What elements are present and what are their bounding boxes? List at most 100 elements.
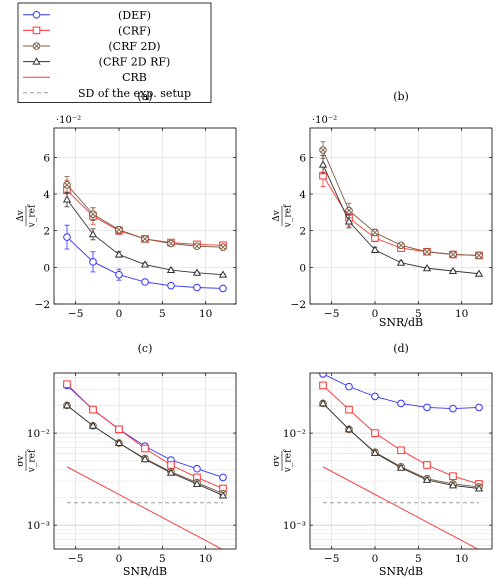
series-a-1 [63, 224, 227, 293]
legend: (DEF) (CRF) (CRF 2D) (CRF 2D RF) CRB SD of th… [17, 2, 212, 103]
data-point [370, 245, 380, 253]
axis-frame-d [309, 372, 493, 550]
data-point [192, 268, 202, 276]
x-tick-label: −5 [68, 553, 83, 565]
y-axis-label-b: Δv v_ref [272, 204, 294, 228]
data-point [218, 270, 228, 278]
legend-label-5: CRB [122, 71, 147, 84]
legend-label-4: (CRF 2D RF) [99, 56, 171, 69]
data-point [396, 258, 406, 266]
legend-marker-4 [32, 57, 41, 65]
series-line [322, 149, 480, 256]
grid-a [54, 128, 236, 305]
y-axis-label-c: σv v_ref [16, 449, 38, 473]
series-line [66, 383, 224, 489]
data-point [63, 181, 71, 189]
data-point [141, 235, 149, 243]
data-point [62, 195, 72, 203]
y-tick-label: 4 [299, 189, 306, 201]
y-label-denominator: v_ref [28, 204, 38, 228]
data-point [397, 446, 405, 455]
data-point [219, 243, 227, 251]
x-tick-label: −5 [324, 308, 339, 320]
data-point [193, 464, 201, 473]
series-line [322, 466, 479, 549]
x-tick-label: −5 [324, 553, 339, 565]
data-point [397, 399, 405, 408]
data-point [423, 247, 431, 256]
series-line [66, 466, 223, 549]
grid-b [310, 128, 492, 305]
data-point [63, 380, 71, 389]
y-label-denominator: v_ref [284, 449, 294, 473]
data-point [166, 468, 176, 476]
grid-d [310, 373, 492, 549]
data-point [219, 284, 227, 293]
legend-label-3: (CRF 2D) [108, 40, 160, 53]
legend-marker-1 [32, 11, 41, 19]
data-point [371, 228, 379, 237]
panel-d: (d) −5 0 5 10 10⁻³ 10⁻² SNR/dB σv v_ref [272, 342, 493, 578]
x-tick-label: 10 [199, 553, 212, 565]
x-tick-label: 0 [116, 308, 123, 320]
data-point [219, 473, 227, 482]
x-tick-label: 5 [159, 308, 166, 320]
x-tick-label: 10 [455, 553, 468, 565]
y-axis-label-a: Δv v_ref [16, 204, 38, 228]
data-point [318, 160, 328, 168]
data-point [319, 146, 327, 154]
data-point [193, 242, 201, 251]
data-point [192, 479, 202, 487]
panel-c: (c) −5 0 5 10 10⁻³ 10⁻² SNR/dB σv v_ref [16, 342, 237, 578]
x-tick-label: 10 [199, 308, 212, 320]
data-point [167, 461, 175, 469]
data-point [167, 239, 175, 248]
y-label-numerator: σv [272, 454, 282, 466]
series-d-3 [319, 399, 483, 491]
series-b-3 [318, 155, 484, 277]
y-tick-label: −2 [35, 299, 50, 311]
data-point [448, 481, 458, 489]
y-tick-label: 0 [299, 262, 306, 274]
data-point [193, 283, 201, 292]
series-d-2 [319, 381, 483, 488]
y-tick-label: 6 [43, 152, 50, 164]
series-d-4 [318, 399, 484, 492]
x-tick-label: 0 [372, 308, 379, 320]
y-tick-label: 0 [43, 262, 50, 274]
data-point [114, 438, 124, 447]
data-point [88, 421, 98, 429]
x-axis-label-b: SNR/dB [379, 316, 423, 329]
data-point [371, 429, 379, 437]
data-point [218, 491, 228, 499]
data-point [370, 448, 380, 456]
data-point [89, 258, 97, 266]
axis-frame-b [309, 127, 493, 305]
y-tick-label: 10⁻² [283, 428, 306, 440]
legend-marker-2 [32, 26, 41, 35]
data-point [423, 461, 431, 469]
data-point [474, 269, 484, 277]
data-point [344, 217, 354, 225]
data-point [345, 405, 353, 414]
ticks-a: −5 0 5 10 −2 0 2 4 6 [35, 128, 236, 320]
exponent-label-b: ·10⁻² [312, 115, 337, 126]
series-c-5 [66, 466, 223, 549]
y-label-numerator: σv [16, 454, 26, 466]
data-point [63, 233, 71, 241]
legend-label-6: SD of the exp. setup [78, 87, 191, 100]
panel-title-c: (c) [138, 342, 153, 355]
series-a-3 [63, 176, 227, 251]
series-c-1 [63, 381, 227, 482]
data-point [140, 260, 150, 268]
data-point [422, 263, 432, 272]
panel-title-d: (d) [393, 342, 409, 355]
y-tick-label: 4 [43, 189, 50, 201]
data-point [115, 270, 123, 279]
panel-a: (a) −5 0 5 10 −2 0 2 4 6 ·10⁻² Δv v_ref [16, 90, 237, 320]
data-point [345, 206, 353, 215]
x-tick-label: 0 [116, 553, 123, 565]
series-group-d [318, 373, 484, 549]
data-point [475, 251, 483, 260]
